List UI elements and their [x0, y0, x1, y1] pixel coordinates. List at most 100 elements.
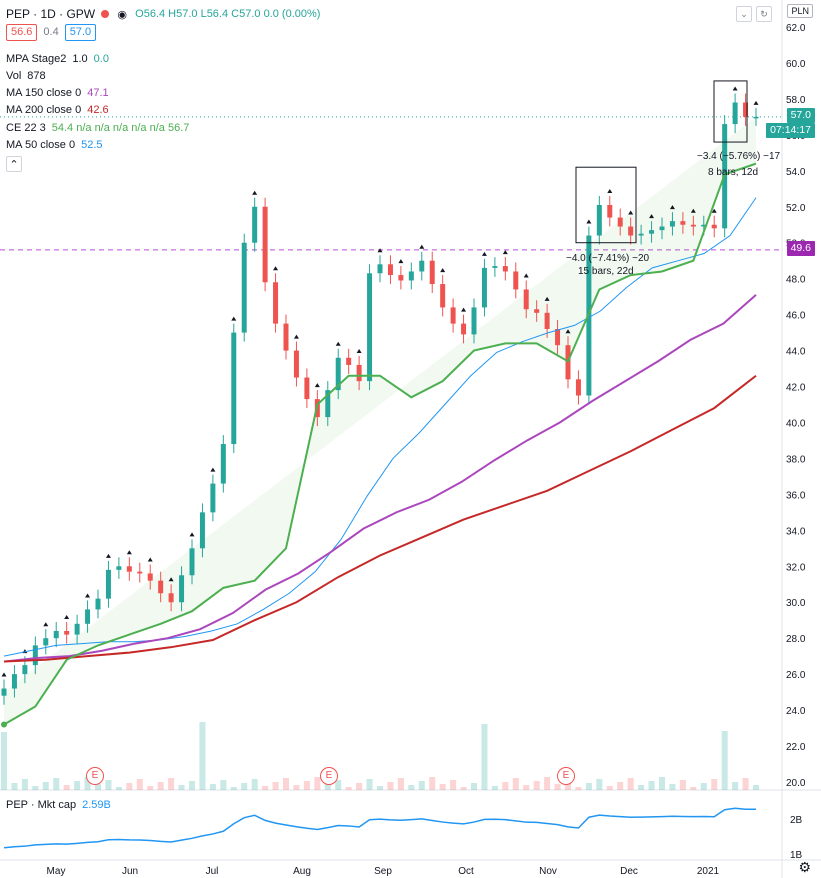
- volume-bar: [565, 780, 571, 790]
- high-marker: [398, 259, 404, 264]
- volume-bar: [408, 785, 415, 790]
- mktcap-legend[interactable]: PEP · Mkt cap 2.59B: [6, 797, 111, 813]
- candle-body: [419, 260, 425, 272]
- volume-bar: [554, 784, 561, 790]
- mktcap-title: PEP · Mkt cap: [6, 799, 77, 811]
- high-marker: [189, 532, 195, 537]
- x-tick-label: Oct: [458, 866, 474, 877]
- currency-badge[interactable]: PLN: [787, 4, 813, 18]
- high-marker: [565, 329, 571, 334]
- indicator-ma150[interactable]: MA 150 close 0 47.1: [6, 85, 109, 101]
- bid-ask-row: 56.6 0.4 57.0: [6, 23, 97, 41]
- eye-icon[interactable]: ◉: [117, 8, 127, 21]
- candle-body: [147, 573, 153, 581]
- series-line: [3, 374, 757, 663]
- volume-bar: [700, 783, 707, 790]
- x-tick-label: May: [47, 866, 66, 877]
- indicator-ma200[interactable]: MA 200 close 0 42.6: [6, 102, 109, 118]
- y-tick-label: 48.0: [786, 275, 806, 286]
- y-tick-label: 30.0: [786, 598, 806, 609]
- legend-collapse[interactable]: ⌃: [6, 156, 22, 172]
- volume-bar: [460, 787, 467, 790]
- earnings-marker[interactable]: E: [86, 767, 104, 785]
- high-marker: [586, 219, 592, 224]
- candle-body: [189, 548, 195, 576]
- volume-bar: [606, 786, 613, 790]
- high-marker: [377, 248, 383, 253]
- volume-bar: [272, 782, 279, 790]
- earnings-marker[interactable]: E: [320, 767, 338, 785]
- volume-bar: [544, 777, 551, 790]
- volume-bar: [345, 787, 352, 790]
- candle-body: [293, 350, 299, 378]
- x-tick-label: Aug: [293, 866, 311, 877]
- candle-body: [732, 102, 738, 125]
- indicator-name: MA 150 close 0: [6, 87, 82, 99]
- volume-bar: [241, 783, 248, 790]
- candle-body: [513, 271, 519, 290]
- y-tick-label: 58.0: [786, 95, 806, 106]
- indicator-vol[interactable]: Vol 878: [6, 68, 46, 84]
- volume-bar: [439, 784, 446, 790]
- gear-icon[interactable]: ⚙: [798, 859, 811, 875]
- volume-bar: [481, 724, 488, 790]
- candle-body: [398, 275, 404, 281]
- indicator-mpa[interactable]: MPA Stage2 1.0 0.0: [6, 51, 109, 67]
- volume-bar: [491, 786, 498, 790]
- x-tick-label: Jun: [122, 866, 138, 877]
- candle-body: [64, 631, 70, 635]
- series-line: [3, 197, 757, 657]
- chevron-down-icon[interactable]: ⌄: [736, 6, 752, 22]
- candle-body: [179, 575, 185, 603]
- pane-controls: ⌄ ↻: [736, 6, 772, 22]
- candle-body: [638, 233, 644, 236]
- earnings-marker[interactable]: E: [557, 767, 575, 785]
- candle-body: [596, 204, 602, 236]
- high-marker: [210, 467, 216, 472]
- volume-bar: [429, 777, 436, 790]
- high-marker: [126, 550, 132, 555]
- refresh-icon[interactable]: ↻: [756, 6, 772, 22]
- box1-bars: 15 bars, 22d: [578, 266, 634, 277]
- volume-bar: [617, 782, 624, 790]
- candle-body: [43, 638, 49, 646]
- high-marker: [711, 208, 717, 213]
- candle-body: [711, 224, 717, 229]
- volume-bar: [262, 786, 269, 790]
- chevron-up-icon[interactable]: ⌃: [6, 156, 22, 172]
- volume-bar: [136, 779, 143, 790]
- candle-body: [105, 569, 111, 599]
- indicator-value: 42.6: [87, 104, 109, 116]
- candle-body: [367, 273, 373, 382]
- volume-bar: [638, 785, 645, 790]
- high-marker: [669, 205, 675, 210]
- high-marker: [231, 316, 237, 321]
- ask-badge[interactable]: 57.0: [64, 23, 97, 41]
- candle-body: [680, 221, 686, 225]
- indicator-param: 1.0: [72, 53, 88, 65]
- indicator-ce[interactable]: CE 22 3 54.4 n/a n/a n/a n/a n/a 56.7: [6, 120, 189, 136]
- candle-body: [628, 226, 634, 236]
- volume-bar: [11, 783, 18, 790]
- candle-body: [220, 444, 226, 484]
- volume-bar: [711, 779, 718, 790]
- candle-body: [262, 206, 268, 283]
- candle-body: [555, 329, 561, 346]
- high-marker: [105, 553, 111, 558]
- symbol-title[interactable]: PEP · 1D · GPW: [6, 7, 96, 21]
- volume-bar: [42, 782, 49, 790]
- y-tick-label: 46.0: [786, 311, 806, 322]
- bid-badge[interactable]: 56.6: [6, 23, 38, 41]
- stop-dot: [1, 721, 7, 728]
- high-marker: [523, 273, 529, 278]
- mktcap-tick: 2B: [790, 815, 803, 826]
- y-tick-label: 20.0: [786, 778, 806, 789]
- candle-body: [241, 242, 247, 333]
- candle-body: [126, 566, 132, 572]
- box1-change: −4.0 (−7.41%) −20: [566, 253, 650, 264]
- high-marker: [732, 86, 738, 91]
- volume-bar: [690, 787, 697, 790]
- volume-bar: [502, 782, 509, 790]
- indicator-ma50[interactable]: MA 50 close 0 52.5: [6, 137, 103, 153]
- volume-bar: [732, 782, 739, 790]
